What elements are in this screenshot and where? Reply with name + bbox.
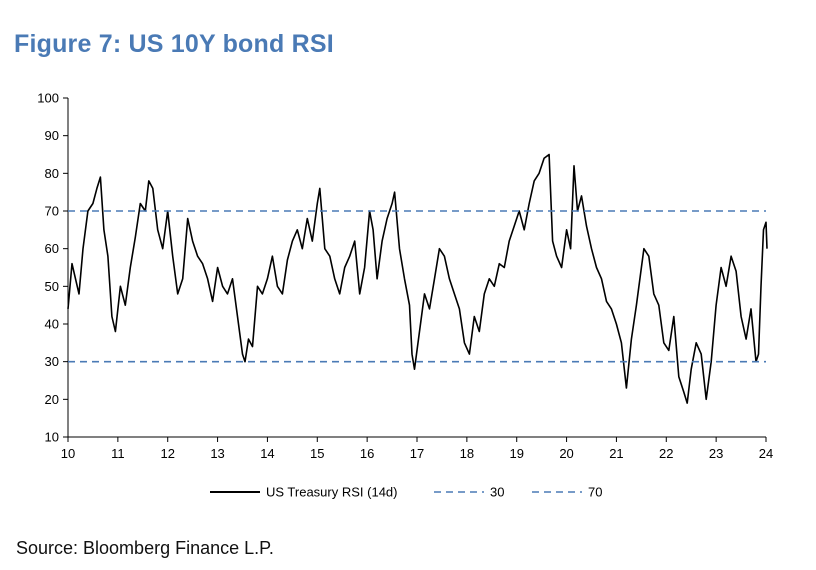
x-tick-label: 20 [559,446,573,461]
series-layer [67,153,768,404]
y-tick-label: 80 [45,166,59,181]
y-tick-label: 90 [45,128,59,143]
chart-title: Figure 7: US 10Y bond RSI [14,30,334,58]
x-tick-label: 15 [310,446,324,461]
y-tick-label: 20 [45,392,59,407]
axes: 10 20 30 40 50 60 70 80 90 100 10 11 12 13 14 15 16 17 18 1… [37,91,773,462]
x-tick-label: 13 [210,446,224,461]
x-tick-label: 19 [509,446,523,461]
legend-label: US Treasury RSI (14d) [266,485,398,500]
x-tick-label: 10 [61,446,75,461]
x-tick-label: 11 [111,446,125,461]
legend-label: 30 [490,485,504,500]
x-tick-label: 22 [659,446,673,461]
y-tick-label: 10 [45,430,59,445]
series-line-rsi [67,153,768,404]
x-tick-label: 18 [460,446,474,461]
x-tick-label: 24 [759,446,773,461]
x-tick-label: 17 [410,446,424,461]
x-tick-label: 12 [160,446,174,461]
legend: US Treasury RSI (14d) 30 70 [210,485,602,500]
y-tick-label: 60 [45,241,59,256]
y-tick-label: 40 [45,317,59,332]
y-tick-label: 70 [45,204,59,219]
x-tick-label: 16 [360,446,374,461]
y-tick-label: 30 [45,354,59,369]
y-tick-label: 50 [45,279,59,294]
x-tick-label: 23 [709,446,723,461]
source-note: Source: Bloomberg Finance L.P. [16,538,274,558]
x-tick-label: 21 [609,446,623,461]
y-tick-label: 100 [37,91,59,106]
legend-label: 70 [588,485,602,500]
x-tick-label: 14 [260,446,274,461]
